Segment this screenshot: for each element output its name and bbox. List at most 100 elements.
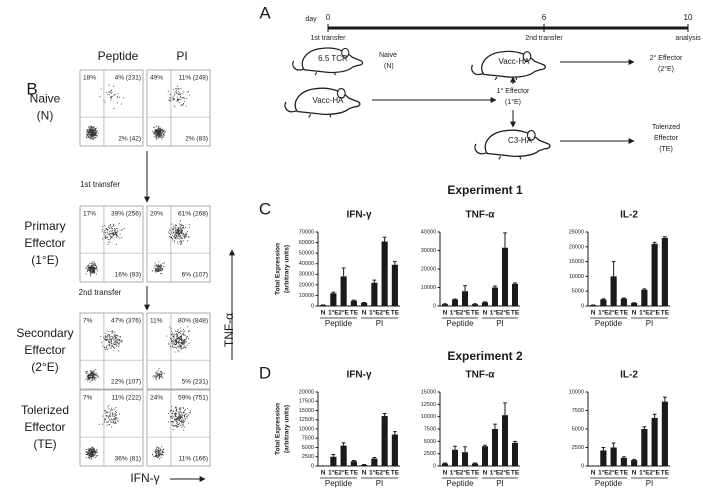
event-dot — [180, 411, 182, 413]
event-dot — [153, 376, 155, 378]
event-dot — [92, 372, 94, 374]
event-dot — [179, 232, 181, 234]
event-dot — [114, 339, 116, 341]
event-dot — [157, 134, 159, 135]
event-dot — [159, 265, 161, 267]
event-dot — [92, 131, 94, 133]
event-dot — [93, 135, 95, 137]
event-dot — [93, 273, 95, 275]
event-dot — [170, 416, 172, 418]
event-dot — [177, 341, 179, 343]
event-dot — [103, 338, 105, 340]
event-dot — [91, 451, 93, 453]
event-dot — [177, 337, 179, 339]
event-dot — [175, 418, 177, 420]
event-dot — [158, 455, 159, 457]
event-dot — [182, 412, 184, 414]
event-dot — [176, 337, 178, 339]
event-dot — [178, 233, 180, 235]
error-bar — [341, 442, 346, 446]
event-dot — [179, 336, 181, 338]
event-dot — [186, 98, 188, 99]
event-dot — [180, 415, 182, 417]
event-dot — [92, 266, 94, 268]
event-dot — [177, 230, 179, 232]
x-tick-label: N — [443, 310, 448, 317]
y-tick-label: 5000 — [424, 439, 436, 445]
event-dot — [89, 448, 91, 450]
event-dot — [181, 335, 183, 337]
event-dot — [174, 414, 176, 416]
event-dot — [161, 132, 163, 134]
event-dot — [116, 345, 118, 347]
event-dot — [89, 132, 91, 134]
bar — [340, 276, 347, 306]
event-dot — [158, 136, 160, 138]
y-tick-label: 2500 — [424, 451, 436, 457]
event-dot — [111, 233, 113, 235]
event-dot — [94, 450, 96, 452]
day-note: 1st transfer — [310, 35, 346, 42]
column-header: PI — [176, 49, 187, 63]
event-dot — [176, 346, 178, 348]
event-dot — [161, 371, 162, 373]
event-dot — [93, 379, 95, 381]
event-dot — [93, 370, 95, 372]
event-dot — [157, 269, 159, 271]
event-dot — [183, 236, 185, 238]
event-dot — [158, 269, 160, 271]
group-label: Peptide — [325, 479, 353, 488]
event-dot — [176, 336, 178, 338]
group-label: PI — [496, 479, 504, 488]
event-dot — [90, 128, 92, 130]
event-dot — [158, 271, 160, 273]
event-dot — [116, 102, 118, 104]
event-dot — [179, 410, 181, 412]
event-dot — [104, 335, 106, 337]
event-dot — [169, 326, 171, 328]
x-tick-label: TE — [391, 470, 400, 477]
y-tick-label: 60000 — [299, 240, 314, 246]
event-dot — [94, 128, 96, 130]
row-label: Tolerized — [21, 403, 69, 417]
event-dot — [158, 135, 160, 137]
event-dot — [183, 429, 185, 431]
event-dot — [111, 231, 113, 233]
bar — [381, 241, 388, 306]
event-dot — [156, 449, 158, 451]
event-dot — [175, 236, 177, 237]
event-dot — [118, 350, 120, 352]
quadrant-percent: 47% (376) — [111, 318, 141, 325]
event-dot — [116, 232, 118, 234]
event-dot — [175, 417, 177, 419]
event-dot — [180, 420, 182, 422]
event-dot — [115, 344, 117, 346]
event-dot — [93, 267, 95, 269]
event-dot — [112, 232, 114, 233]
event-dot — [177, 235, 179, 237]
event-dot — [103, 231, 105, 233]
x-tick-label: 1°E — [598, 469, 609, 477]
x-tick-label: TE — [471, 310, 480, 317]
event-dot — [178, 351, 180, 353]
event-dot — [111, 343, 113, 345]
event-dot — [181, 227, 183, 229]
event-dot — [183, 416, 185, 417]
event-dot — [114, 228, 116, 230]
event-dot — [85, 454, 87, 455]
event-dot — [91, 454, 93, 455]
event-dot — [88, 450, 89, 452]
event-dot — [110, 339, 112, 341]
event-dot — [164, 262, 165, 264]
event-dot — [87, 130, 89, 132]
y-tick-label: 15000 — [421, 389, 436, 395]
event-dot — [160, 270, 162, 272]
event-dot — [161, 452, 163, 454]
event-dot — [115, 236, 117, 238]
event-dot — [87, 271, 88, 272]
quadrant-percent: 22% (107) — [111, 379, 141, 386]
event-dot — [92, 446, 94, 448]
event-dot — [91, 262, 93, 264]
event-dot — [175, 339, 177, 341]
